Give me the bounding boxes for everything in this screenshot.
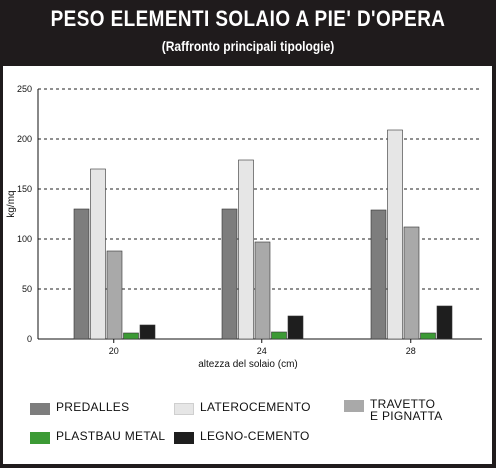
x-axis-label: altezza del solaio (cm)	[198, 359, 297, 370]
bar	[73, 208, 90, 340]
bar	[420, 332, 436, 340]
bar	[271, 331, 287, 340]
y-tick-label: 100	[17, 234, 32, 244]
bar	[436, 305, 453, 340]
bar	[139, 324, 156, 340]
bar	[370, 209, 387, 340]
header: PESO ELEMENTI SOLAIO A PIE' D'OPERA (Raf…	[0, 0, 496, 64]
chart-title: PESO ELEMENTI SOLAIO A PIE' D'OPERA	[50, 6, 446, 31]
y-tick-label: 0	[27, 334, 32, 344]
bar	[387, 129, 403, 340]
bar	[90, 168, 106, 340]
x-tick-label: 20	[109, 346, 119, 356]
bar	[254, 241, 271, 340]
x-tick-label: 28	[406, 346, 416, 356]
x-tick-label: 24	[257, 346, 267, 356]
bar	[238, 159, 254, 340]
chart-subtitle: (Raffronto principali tipologie)	[161, 38, 335, 54]
bar	[221, 208, 238, 340]
bar	[123, 332, 139, 340]
bar	[403, 226, 420, 340]
bar	[287, 315, 304, 340]
y-tick-label: 200	[17, 134, 32, 144]
y-tick-label: 50	[22, 284, 32, 294]
y-tick-label: 250	[17, 84, 32, 94]
y-tick-label: 150	[17, 184, 32, 194]
y-axis-label: kg/mq	[6, 190, 17, 217]
bar	[106, 250, 123, 340]
